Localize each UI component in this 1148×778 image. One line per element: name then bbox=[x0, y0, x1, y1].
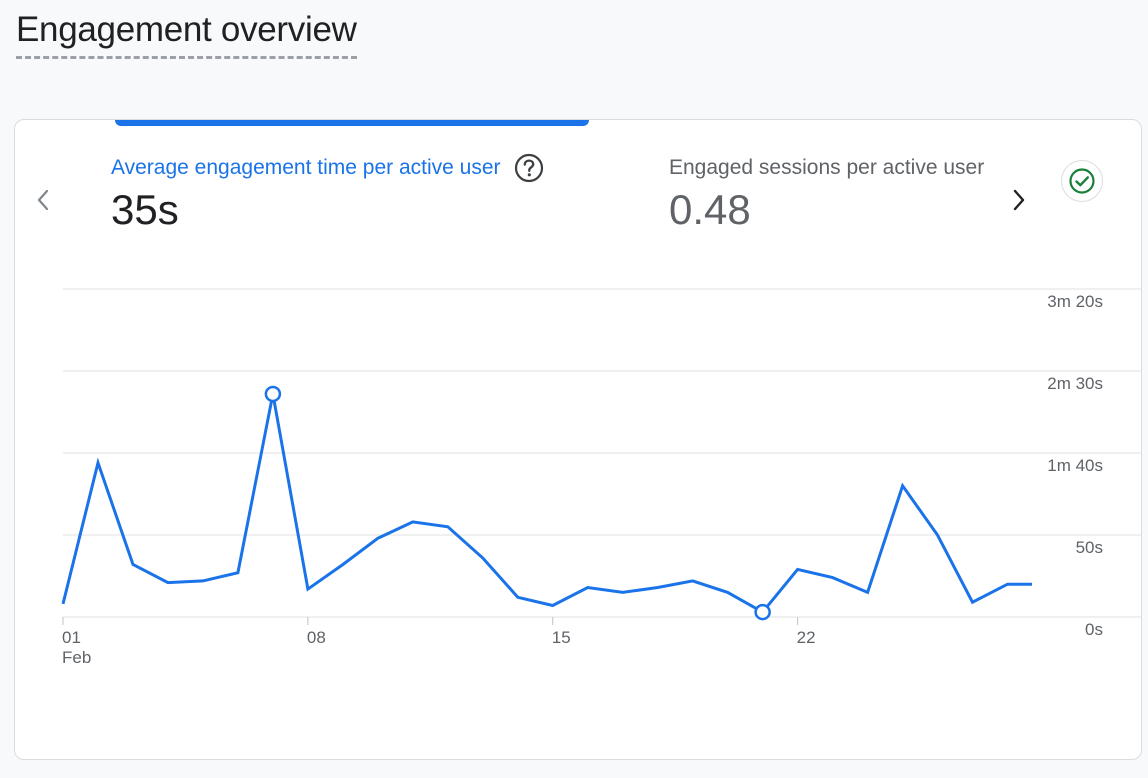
chevron-left-icon bbox=[37, 189, 49, 211]
chevron-right-icon bbox=[1013, 189, 1025, 211]
x-tick-label: 22 bbox=[797, 628, 816, 647]
page-title: Engagement overview bbox=[16, 10, 357, 59]
metric-value: 0.48 bbox=[669, 186, 751, 233]
data-point-marker bbox=[754, 603, 771, 621]
y-tick-label: 2m 30s bbox=[1047, 374, 1103, 393]
y-tick-label: 3m 20s bbox=[1047, 292, 1103, 311]
status-badge[interactable] bbox=[1061, 160, 1103, 202]
metric-label-text: Engaged sessions per active user bbox=[669, 156, 985, 179]
x-tick-label: 15 bbox=[552, 628, 571, 647]
previous-metric-button[interactable] bbox=[29, 184, 57, 216]
engagement-card: Average engagement time per active user … bbox=[14, 119, 1142, 760]
help-circle-icon[interactable] bbox=[513, 152, 545, 184]
y-tick-label: 50s bbox=[1076, 538, 1103, 557]
x-tick-label: 08 bbox=[307, 628, 326, 647]
check-circle-icon bbox=[1069, 168, 1095, 194]
line-chart: 0s 50s 1m 40s 2m 30s 3m 20s 01 Feb 08 15 22 bbox=[15, 120, 1141, 759]
next-metric-button[interactable] bbox=[1005, 184, 1033, 216]
metric-value: 35s bbox=[111, 186, 179, 233]
data-point-marker bbox=[264, 385, 282, 403]
active-tab-indicator bbox=[115, 120, 589, 126]
metric-label: Average engagement time per active user bbox=[111, 150, 591, 186]
x-tick-label: 01 bbox=[62, 628, 81, 647]
x-tick-sublabel: Feb bbox=[62, 648, 91, 667]
metric-label: Engaged sessions per active user bbox=[669, 150, 991, 186]
y-tick-label: 1m 40s bbox=[1047, 456, 1103, 475]
y-tick-label: 0s bbox=[1085, 620, 1103, 639]
metric-tab-avg-engagement-time[interactable]: Average engagement time per active user … bbox=[111, 150, 591, 234]
series-line bbox=[61, 393, 1032, 615]
metric-label-text: Average engagement time per active user bbox=[111, 156, 501, 179]
metric-tab-engaged-sessions[interactable]: Engaged sessions per active user 0.48 bbox=[669, 150, 991, 234]
